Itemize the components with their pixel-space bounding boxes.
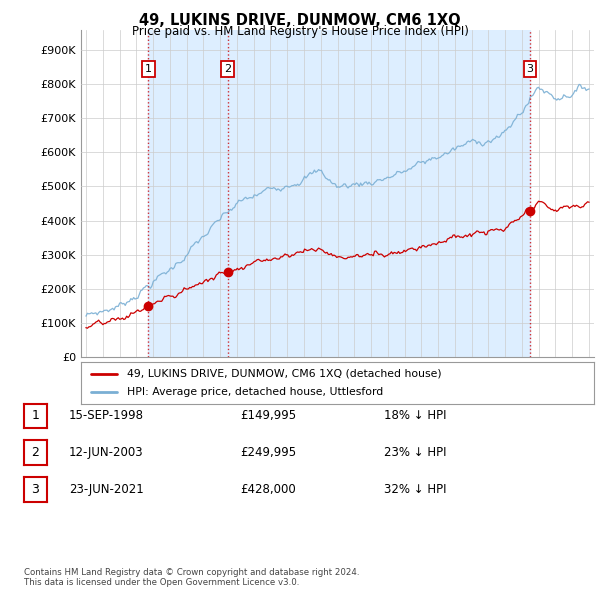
Text: 1: 1 xyxy=(31,409,40,422)
Text: Price paid vs. HM Land Registry's House Price Index (HPI): Price paid vs. HM Land Registry's House … xyxy=(131,25,469,38)
Text: 1: 1 xyxy=(145,64,152,74)
Text: 15-SEP-1998: 15-SEP-1998 xyxy=(69,409,144,422)
Text: £249,995: £249,995 xyxy=(240,446,296,459)
Text: Contains HM Land Registry data © Crown copyright and database right 2024.
This d: Contains HM Land Registry data © Crown c… xyxy=(24,568,359,587)
Text: 2: 2 xyxy=(31,446,40,459)
Text: 12-JUN-2003: 12-JUN-2003 xyxy=(69,446,143,459)
Text: 49, LUKINS DRIVE, DUNMOW, CM6 1XQ (detached house): 49, LUKINS DRIVE, DUNMOW, CM6 1XQ (detac… xyxy=(127,369,442,379)
Text: £149,995: £149,995 xyxy=(240,409,296,422)
Text: 49, LUKINS DRIVE, DUNMOW, CM6 1XQ: 49, LUKINS DRIVE, DUNMOW, CM6 1XQ xyxy=(139,13,461,28)
Text: 32% ↓ HPI: 32% ↓ HPI xyxy=(384,483,446,496)
Text: HPI: Average price, detached house, Uttlesford: HPI: Average price, detached house, Uttl… xyxy=(127,387,383,397)
Bar xyxy=(227,30,530,357)
Text: 23-JUN-2021: 23-JUN-2021 xyxy=(69,483,144,496)
Bar xyxy=(148,30,227,357)
Text: 2: 2 xyxy=(224,64,231,74)
Text: 3: 3 xyxy=(526,64,533,74)
Text: 23% ↓ HPI: 23% ↓ HPI xyxy=(384,446,446,459)
Text: 18% ↓ HPI: 18% ↓ HPI xyxy=(384,409,446,422)
Text: 3: 3 xyxy=(31,483,40,496)
Text: £428,000: £428,000 xyxy=(240,483,296,496)
